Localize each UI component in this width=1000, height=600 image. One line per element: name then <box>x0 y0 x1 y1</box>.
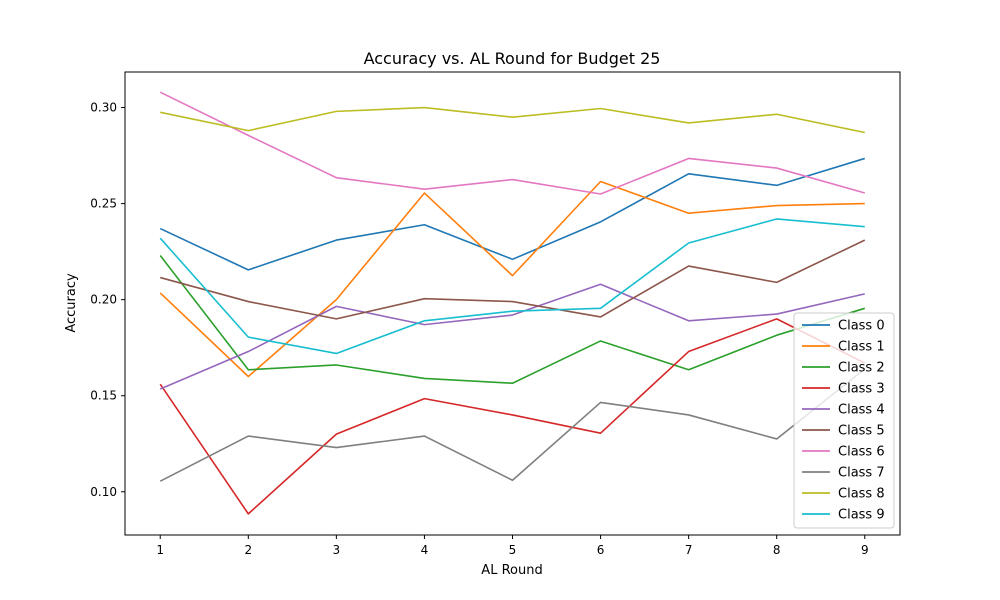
plot-frame <box>124 71 901 536</box>
legend-item: Class 5 <box>802 424 885 439</box>
x-axis: 1 2 3 4 5 6 7 8 9 <box>156 535 869 557</box>
series-group <box>159 91 866 515</box>
chart-title: Accuracy vs. AL Round for Budget 25 <box>364 49 661 68</box>
series-line-class-6 <box>159 91 865 195</box>
x-tick-label: 6 <box>597 543 605 557</box>
x-tick-label: 9 <box>861 543 869 557</box>
legend-item: Class 7 <box>802 466 885 481</box>
y-tick-label: 0.30 <box>90 101 117 115</box>
y-axis: 0.10 0.15 0.20 0.25 0.30 <box>90 101 125 499</box>
x-tick-label: 7 <box>685 543 693 557</box>
x-tick-label: 1 <box>156 543 164 557</box>
legend-label: Class 0 <box>838 319 885 334</box>
y-axis-label: Accuracy <box>64 273 79 333</box>
legend-item: Class 0 <box>802 319 885 334</box>
legend-label: Class 6 <box>838 445 885 460</box>
legend-label: Class 4 <box>838 403 885 418</box>
series-line-class-2 <box>159 254 866 385</box>
x-tick-label: 4 <box>421 543 429 557</box>
series-line-class-5 <box>160 239 866 320</box>
legend-item: Class 8 <box>802 487 885 502</box>
series-line-class-4 <box>159 283 865 390</box>
legend-label: Class 5 <box>838 424 885 439</box>
legend-label: Class 8 <box>838 487 885 502</box>
x-tick-label: 5 <box>509 543 517 557</box>
legend-item: Class 3 <box>802 382 885 397</box>
legend-label: Class 3 <box>838 382 885 397</box>
legend-label: Class 2 <box>838 361 885 376</box>
plot-area <box>124 71 901 536</box>
y-tick-label: 0.25 <box>90 197 117 211</box>
x-tick-label: 8 <box>773 543 781 557</box>
legend: Class 0 Class 1 Class 2 Class 3 Class 4 Class… <box>793 312 895 529</box>
legend-item: Class 9 <box>802 508 885 523</box>
legend-item: Class 4 <box>802 403 885 418</box>
series-line-class-9 <box>159 218 865 355</box>
y-tick-label: 0.10 <box>90 485 117 499</box>
series-line-class-1 <box>159 180 865 378</box>
x-tick-label: 2 <box>244 543 252 557</box>
y-tick-label: 0.15 <box>90 389 117 403</box>
x-axis-label: AL Round <box>481 563 542 578</box>
series-line-class-7 <box>159 368 866 482</box>
series-line-class-8 <box>160 106 865 134</box>
legend-label: Class 7 <box>838 466 885 481</box>
legend-item: Class 1 <box>802 340 885 355</box>
series-line-class-3 <box>159 318 866 515</box>
x-tick-label: 3 <box>333 543 341 557</box>
legend-label: Class 9 <box>838 508 885 523</box>
legend-item: Class 6 <box>802 445 885 460</box>
legend-item: Class 2 <box>802 361 885 376</box>
legend-label: Class 1 <box>838 340 885 355</box>
y-tick-label: 0.20 <box>90 293 117 307</box>
series-line-class-0 <box>159 157 866 271</box>
